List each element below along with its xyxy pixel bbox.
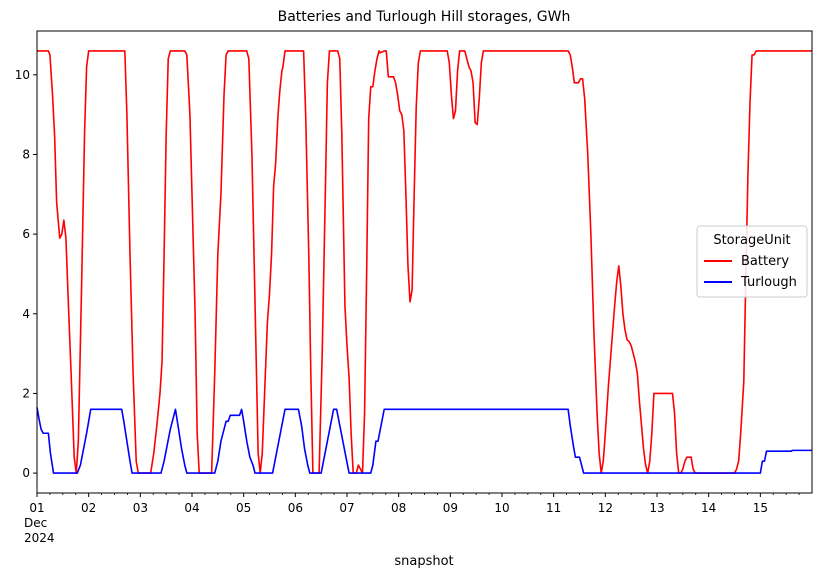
x-tick-label: 04: [184, 501, 199, 515]
y-tick-label: 2: [22, 386, 30, 400]
y-tick-label: 10: [15, 68, 30, 82]
series-line-battery: [37, 50, 812, 474]
plot-series: [36, 50, 812, 474]
y-tick-label: 8: [22, 147, 30, 161]
series-line-turlough: [36, 407, 812, 474]
plot-frame: [36, 30, 813, 494]
x-tick-label: 2024: [24, 531, 55, 545]
y-tick-label: 6: [22, 227, 30, 241]
y-tick-label: 4: [22, 307, 30, 321]
x-tick-label: 05: [236, 501, 251, 515]
x-axis-label: snapshot: [394, 554, 453, 569]
x-tick-label: 09: [443, 501, 458, 515]
chart-title: Batteries and Turlough Hill storages, GW…: [278, 9, 571, 25]
x-tick-label: 02: [81, 501, 96, 515]
x-tick-label: 12: [598, 501, 613, 515]
legend-entry-battery: Battery: [741, 254, 789, 269]
legend-box: [696, 225, 808, 298]
x-tick-label: 13: [649, 501, 664, 515]
x-tick-label: Dec: [24, 516, 47, 530]
legend-title: StorageUnit: [713, 233, 790, 248]
y-tick-label: 0: [22, 466, 30, 480]
legend: StorageUnit Battery Turlough: [696, 225, 808, 298]
x-tick-label: 15: [753, 501, 768, 515]
x-tick-label: 14: [701, 501, 716, 515]
legend-entry-turlough: Turlough: [740, 275, 797, 290]
x-tick-label: 01: [29, 501, 44, 515]
x-tick-label: 08: [391, 501, 406, 515]
x-tick-label: 03: [133, 501, 148, 515]
x-tick-label: 07: [339, 501, 354, 515]
x-tick-label: 06: [288, 501, 303, 515]
x-tick-label: 10: [494, 501, 509, 515]
x-tick-label: 11: [546, 501, 561, 515]
y-axis: 0 2 4 6 8 10: [15, 68, 37, 480]
